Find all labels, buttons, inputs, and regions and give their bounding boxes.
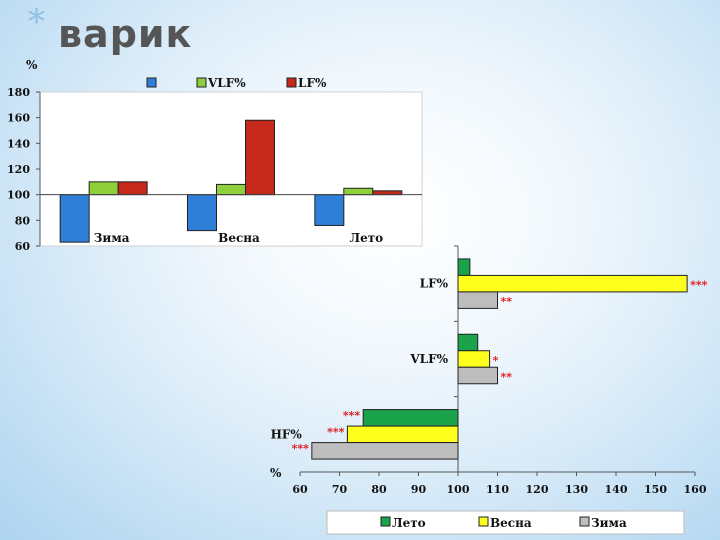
chart2-bar [457, 350, 491, 368]
chart1-plot-area [39, 91, 423, 247]
chart2-legend-label: Лето [392, 516, 426, 530]
chart2-significance-label: *** [292, 442, 310, 455]
chart2-bar [457, 333, 479, 352]
chart2-legend-swatch [380, 516, 391, 527]
title-star-icon: * [28, 2, 45, 42]
chart2-bar [457, 274, 688, 293]
chart2-category-label: VLF% [409, 352, 448, 366]
chart2-legend-swatch [579, 516, 590, 527]
chart1-legend-swatch [196, 77, 207, 88]
chart2-bar [311, 442, 459, 460]
chart2-bar [457, 291, 498, 309]
chart2-category-label: HF% [271, 427, 303, 441]
chart1-y-tick-label: 80 [15, 214, 31, 227]
chart1-category-label: Зима [94, 231, 130, 245]
chart2-x-tick-label: 90 [411, 483, 427, 496]
chart1-bar [59, 194, 90, 243]
chart1-legend-swatch [146, 77, 157, 88]
chart2-significance-label: *** [327, 425, 345, 438]
chart2-x-axis-label: % [270, 466, 282, 480]
chart2-legend-swatch [478, 516, 489, 527]
chart2-x-tick-label: 110 [486, 483, 509, 496]
chart2-x-tick-label: 60 [292, 483, 308, 496]
chart2-legend-label: Весна [490, 516, 532, 530]
chart1-category-label: Лето [349, 231, 383, 245]
chart2-x-tick-label: 140 [605, 483, 628, 496]
chart2-x-tick-label: 80 [371, 483, 387, 496]
chart2-legend-box [326, 510, 685, 535]
chart1-legend-label: LF% [298, 76, 327, 90]
chart2-x-tick-label: 100 [447, 483, 470, 496]
chart1-legend-swatch [286, 77, 297, 88]
chart2-bar [457, 258, 471, 276]
chart2-significance-label: * [493, 354, 499, 367]
title-text: варик [58, 12, 193, 56]
chart2-bar [346, 425, 459, 444]
chart2-x-tick-label: 160 [684, 483, 707, 496]
chart2-x-tick-label: 120 [526, 483, 549, 496]
chart2-significance-label: *** [343, 409, 361, 422]
chart2-significance-label: ** [501, 371, 513, 384]
chart1-y-tick-label: 60 [15, 240, 31, 253]
chart2-significance-label: ** [501, 295, 513, 308]
chart2-x-tick-label: 70 [332, 483, 348, 496]
chart2-legend-label: Зима [591, 516, 627, 530]
chart1-y-tick-label: 180 [7, 86, 30, 99]
chart1-legend-label: VLF% [207, 76, 246, 90]
chart1-y-tick-label: 100 [7, 189, 30, 202]
chart1-category-label: Весна [218, 231, 260, 245]
chart1-bar [187, 194, 217, 232]
chart1-y-tick-label: 160 [7, 112, 30, 125]
chart1-y-axis-label: % [26, 58, 38, 72]
chart2-category-label: LF% [420, 277, 449, 291]
chart1-y-tick-label: 120 [7, 163, 30, 176]
chart2-x-tick-label: 150 [644, 483, 667, 496]
chart2-bar [362, 409, 459, 427]
chart1-bar [245, 119, 275, 196]
chart2-x-tick-label: 130 [565, 483, 588, 496]
chart2-significance-label: *** [690, 279, 708, 292]
chart2-bar [457, 366, 498, 385]
chart1-y-tick-label: 140 [7, 137, 30, 150]
